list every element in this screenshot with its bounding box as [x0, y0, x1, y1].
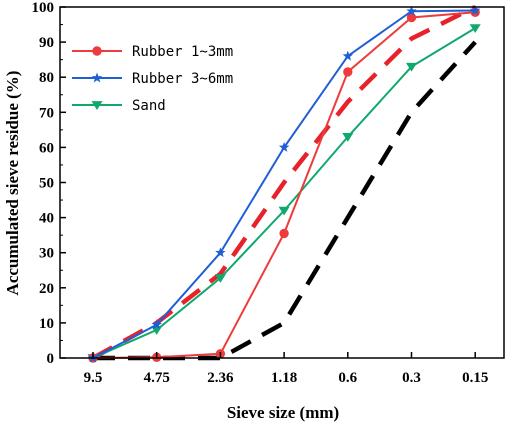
series-1-point-1 — [151, 319, 162, 330]
x-tick-label-0.6: 0.6 — [338, 370, 357, 386]
legend-marker-0 — [92, 46, 102, 56]
series-4-line — [93, 40, 477, 361]
axes-layer: 0 10 20 30 40 50 60 70 80 90 100 9.5 4.75 2.36 1.18 0.6… — [32, 0, 505, 386]
series-2-point-5 — [406, 62, 417, 72]
x-tick-label-1.18: 1.18 — [271, 370, 297, 386]
y-tick-label-80: 80 — [39, 70, 54, 86]
series-2-point-6 — [469, 24, 481, 34]
series-2-point-3 — [278, 206, 290, 216]
y-tick-label-50: 50 — [39, 176, 54, 192]
x-tick-label-2.36: 2.36 — [207, 370, 234, 386]
y-tick-label-90: 90 — [39, 35, 54, 51]
series-1-point-3 — [278, 141, 290, 152]
series-0-point-5 — [406, 12, 417, 23]
y-tick-label-60: 60 — [39, 140, 54, 156]
y-tick-label-10: 10 — [39, 316, 54, 332]
legend-label-2: Sand — [132, 98, 166, 114]
legend-label-0: Rubber 1~3mm — [132, 44, 233, 60]
series-1-point-6 — [469, 5, 481, 15]
legend-item-2: Sand — [72, 98, 166, 114]
x-tick-label-0.15: 0.15 — [462, 370, 488, 386]
y-tick-label-40: 40 — [39, 211, 54, 227]
x-tick-label-4.75: 4.75 — [144, 370, 170, 386]
x-tick-label-0.3: 0.3 — [402, 370, 421, 386]
series-2-point-4 — [342, 133, 354, 142]
x-tick-label-9.5: 9.5 — [84, 370, 103, 386]
series-2-point-2 — [214, 274, 226, 283]
legend-marker-2 — [91, 101, 103, 110]
y-axis-title: Accumulated sieve residue (%) — [3, 71, 22, 296]
series-1-point-2 — [215, 247, 226, 258]
y-tick-label-20: 20 — [39, 281, 54, 297]
y-tick-label-100: 100 — [32, 0, 55, 16]
series-0-point-4 — [343, 67, 353, 77]
series-4 — [93, 40, 477, 361]
series-1-point-4 — [342, 50, 354, 61]
series-1-point-5 — [406, 5, 417, 16]
legend-item-0: Rubber 1~3mm — [72, 44, 233, 60]
y-tick-label-70: 70 — [39, 105, 54, 121]
x-axis-title: Sieve size (mm) — [227, 403, 339, 422]
legend: Rubber 1~3mm Rubber 3~6mm Sand — [72, 44, 233, 114]
series-0-point-3 — [279, 228, 289, 239]
legend-label-1: Rubber 3~6mm — [132, 71, 233, 87]
legend-item-1: Rubber 3~6mm — [72, 71, 233, 87]
y-tick-label-0: 0 — [47, 351, 55, 367]
y-tick-label-30: 30 — [39, 246, 54, 262]
legend-marker-1 — [91, 72, 103, 83]
